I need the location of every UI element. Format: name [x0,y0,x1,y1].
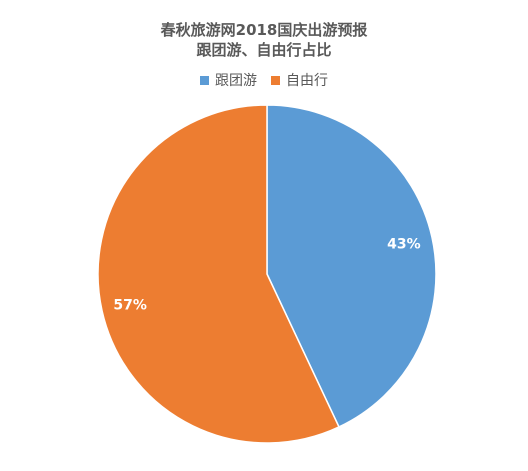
pie-slice-group-tour [266,104,437,428]
legend: 跟团游 自由行 [0,70,528,90]
slice-label-independent-travel: 57% [113,298,147,314]
legend-item-independent-travel: 自由行 [271,70,328,90]
chart-title: 春秋旅游网2018国庆出游预报 [160,21,368,39]
legend-swatch-group-tour [200,75,209,85]
slice-label-group-tour: 43% [387,236,421,252]
legend-item-group-tour: 跟团游 [200,70,257,90]
chart-subtitle: 跟团游、自由行占比 [196,41,332,59]
legend-label-independent-travel: 自由行 [286,73,328,89]
legend-swatch-independent-travel [271,75,280,85]
legend-label-group-tour: 跟团游 [215,73,257,89]
pie-slice-independent-travel [97,104,340,444]
